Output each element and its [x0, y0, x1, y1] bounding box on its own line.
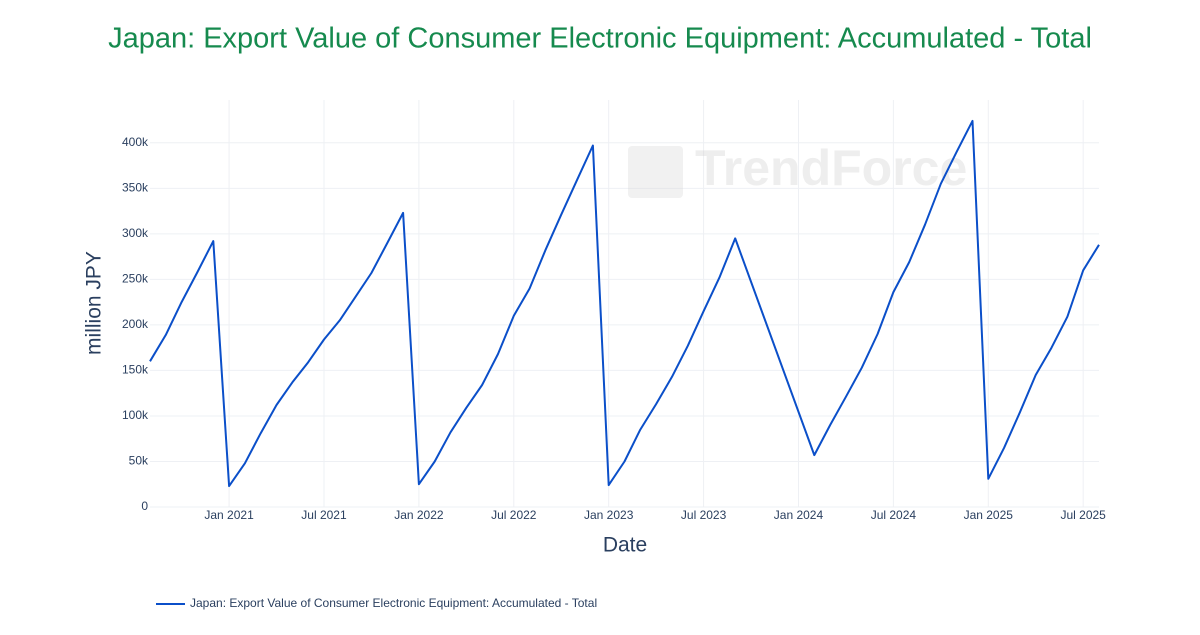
y-tick-label: 50k	[129, 454, 149, 468]
y-axis-label: million JPY	[83, 251, 106, 355]
x-tick-label: Jul 2024	[871, 508, 917, 522]
y-tick-label: 200k	[122, 317, 149, 331]
y-tick-label: 150k	[122, 363, 149, 377]
y-tick-label: 100k	[122, 408, 149, 422]
x-tick-label: Jul 2023	[681, 508, 727, 522]
chart-title: Japan: Export Value of Consumer Electron…	[108, 23, 1092, 55]
x-tick-label: Jan 2024	[774, 508, 824, 522]
watermark-text: TrendForce	[695, 140, 967, 196]
x-axis-label: Date	[603, 534, 647, 557]
watermark-logo	[628, 146, 683, 198]
y-tick-label: 350k	[122, 180, 149, 194]
y-tick-label: 250k	[122, 272, 149, 286]
x-tick-label: Jul 2025	[1060, 508, 1106, 522]
legend-label: Japan: Export Value of Consumer Electron…	[190, 596, 597, 610]
y-tick-label: 400k	[122, 135, 149, 149]
x-tick-label: Jan 2023	[584, 508, 634, 522]
grid	[150, 100, 1099, 508]
data-line	[149, 119, 1100, 488]
x-tick-label: Jul 2021	[301, 508, 347, 522]
x-tick-label: Jan 2021	[204, 508, 254, 522]
x-tick-label: Jul 2022	[491, 508, 537, 522]
y-tick-label: 300k	[122, 226, 149, 240]
x-tick-label: Jan 2025	[964, 508, 1014, 522]
y-tick-label: 0	[141, 499, 148, 513]
x-tick-label: Jan 2022	[394, 508, 444, 522]
watermark: TrendForce	[628, 140, 967, 198]
